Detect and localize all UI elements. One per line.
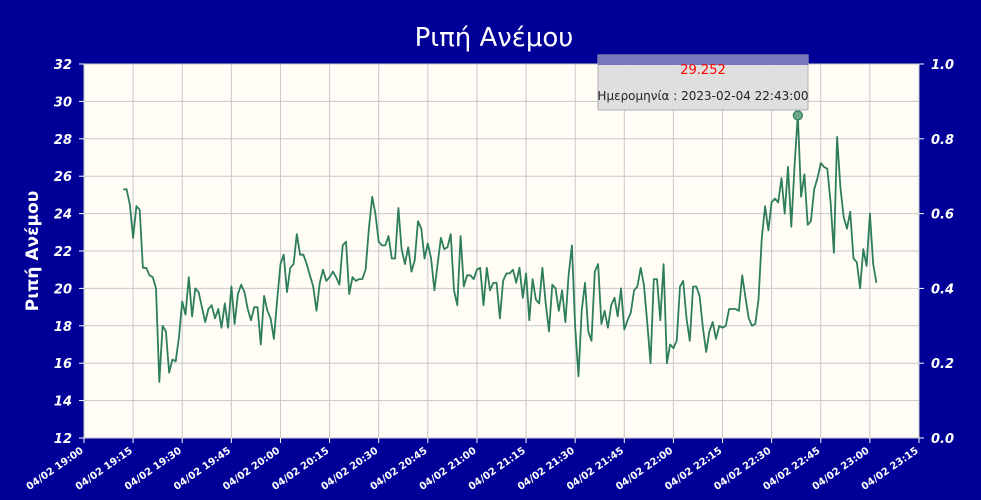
chart-title: Ριπή Ανέμου <box>415 23 574 53</box>
y2-tick-label: 0.6 <box>931 208 954 223</box>
tooltip: 29.252 Ημερομηνία : 2023-02-04 22:43:00 <box>597 54 809 111</box>
y-tick-label: 14 <box>54 395 72 410</box>
y-axis-right: 0.0 0.2 0.4 0.6 0.8 1.0 <box>919 58 954 447</box>
y-tick-label: 12 <box>54 432 72 447</box>
y2-tick-label: 1.0 <box>931 58 954 73</box>
hover-point-marker[interactable] <box>792 110 803 121</box>
y-tick-label: 28 <box>54 133 72 148</box>
tooltip-header <box>598 55 808 65</box>
y-tick-label: 30 <box>54 95 72 110</box>
series-line <box>123 113 878 383</box>
y2-tick-label: 0.8 <box>931 133 954 148</box>
y-tick-label: 16 <box>54 357 72 372</box>
y-axis-left: 12 14 16 18 20 22 24 26 28 30 32 <box>54 58 84 447</box>
grid-lines <box>83 63 920 439</box>
y-tick-label: 32 <box>54 58 72 73</box>
tooltip-value: 29.252 <box>680 63 726 78</box>
y-axis-label: Ριπή Ανέμου <box>23 191 43 311</box>
y-tick-label: 24 <box>54 208 72 223</box>
y-tick-label: 18 <box>54 320 72 335</box>
y-tick-label: 20 <box>54 282 72 297</box>
tooltip-date: Ημερομηνία : 2023-02-04 22:43:00 <box>597 89 808 103</box>
y-tick-label: 26 <box>54 170 72 185</box>
y-tick-label: 22 <box>54 245 72 260</box>
y2-tick-label: 0.4 <box>931 282 954 297</box>
y2-tick-label: 0.2 <box>931 357 954 372</box>
y2-tick-label: 0.0 <box>931 432 954 447</box>
